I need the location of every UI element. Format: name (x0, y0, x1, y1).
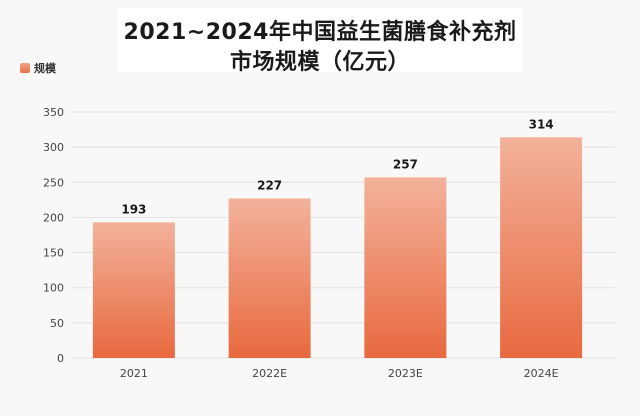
y-axis-ticks: 0 50 100 150 200 250 300 350 (43, 106, 64, 365)
y-tick-label: 200 (43, 211, 64, 224)
chart-title-line-2: 市场规模（亿元） (229, 50, 410, 75)
bar (92, 222, 175, 358)
data-label: 227 (257, 178, 282, 192)
bar (500, 137, 583, 358)
bar (364, 177, 447, 358)
x-axis-ticks: 2021 2022E 2023E 2024E (120, 367, 559, 380)
data-label: 193 (121, 202, 146, 216)
y-tick-label: 50 (50, 317, 64, 330)
y-tick-label: 300 (43, 141, 64, 154)
data-label: 257 (393, 157, 418, 171)
y-tick-label: 100 (43, 282, 64, 295)
bars (92, 137, 583, 358)
chart-title-line-1: 2021~2024年中国益生菌膳食补充剂 (123, 20, 517, 45)
x-tick-label: 2021 (120, 367, 148, 380)
legend-label: 规模 (34, 62, 56, 75)
bar (228, 198, 311, 358)
legend-swatch (20, 63, 30, 73)
x-tick-label: 2024E (524, 367, 559, 380)
y-tick-label: 350 (43, 106, 64, 119)
y-tick-label: 0 (57, 352, 64, 365)
data-labels: 193 227 257 314 (121, 117, 553, 216)
y-tick-label: 150 (43, 247, 64, 260)
chart-legend: 规模 (20, 60, 56, 76)
chart-title: 2021~2024年中国益生菌膳食补充剂 市场规模（亿元） (118, 8, 522, 75)
x-tick-label: 2022E (252, 367, 287, 380)
y-tick-label: 250 (43, 176, 64, 189)
data-label: 314 (529, 117, 554, 131)
x-tick-label: 2023E (388, 367, 423, 380)
